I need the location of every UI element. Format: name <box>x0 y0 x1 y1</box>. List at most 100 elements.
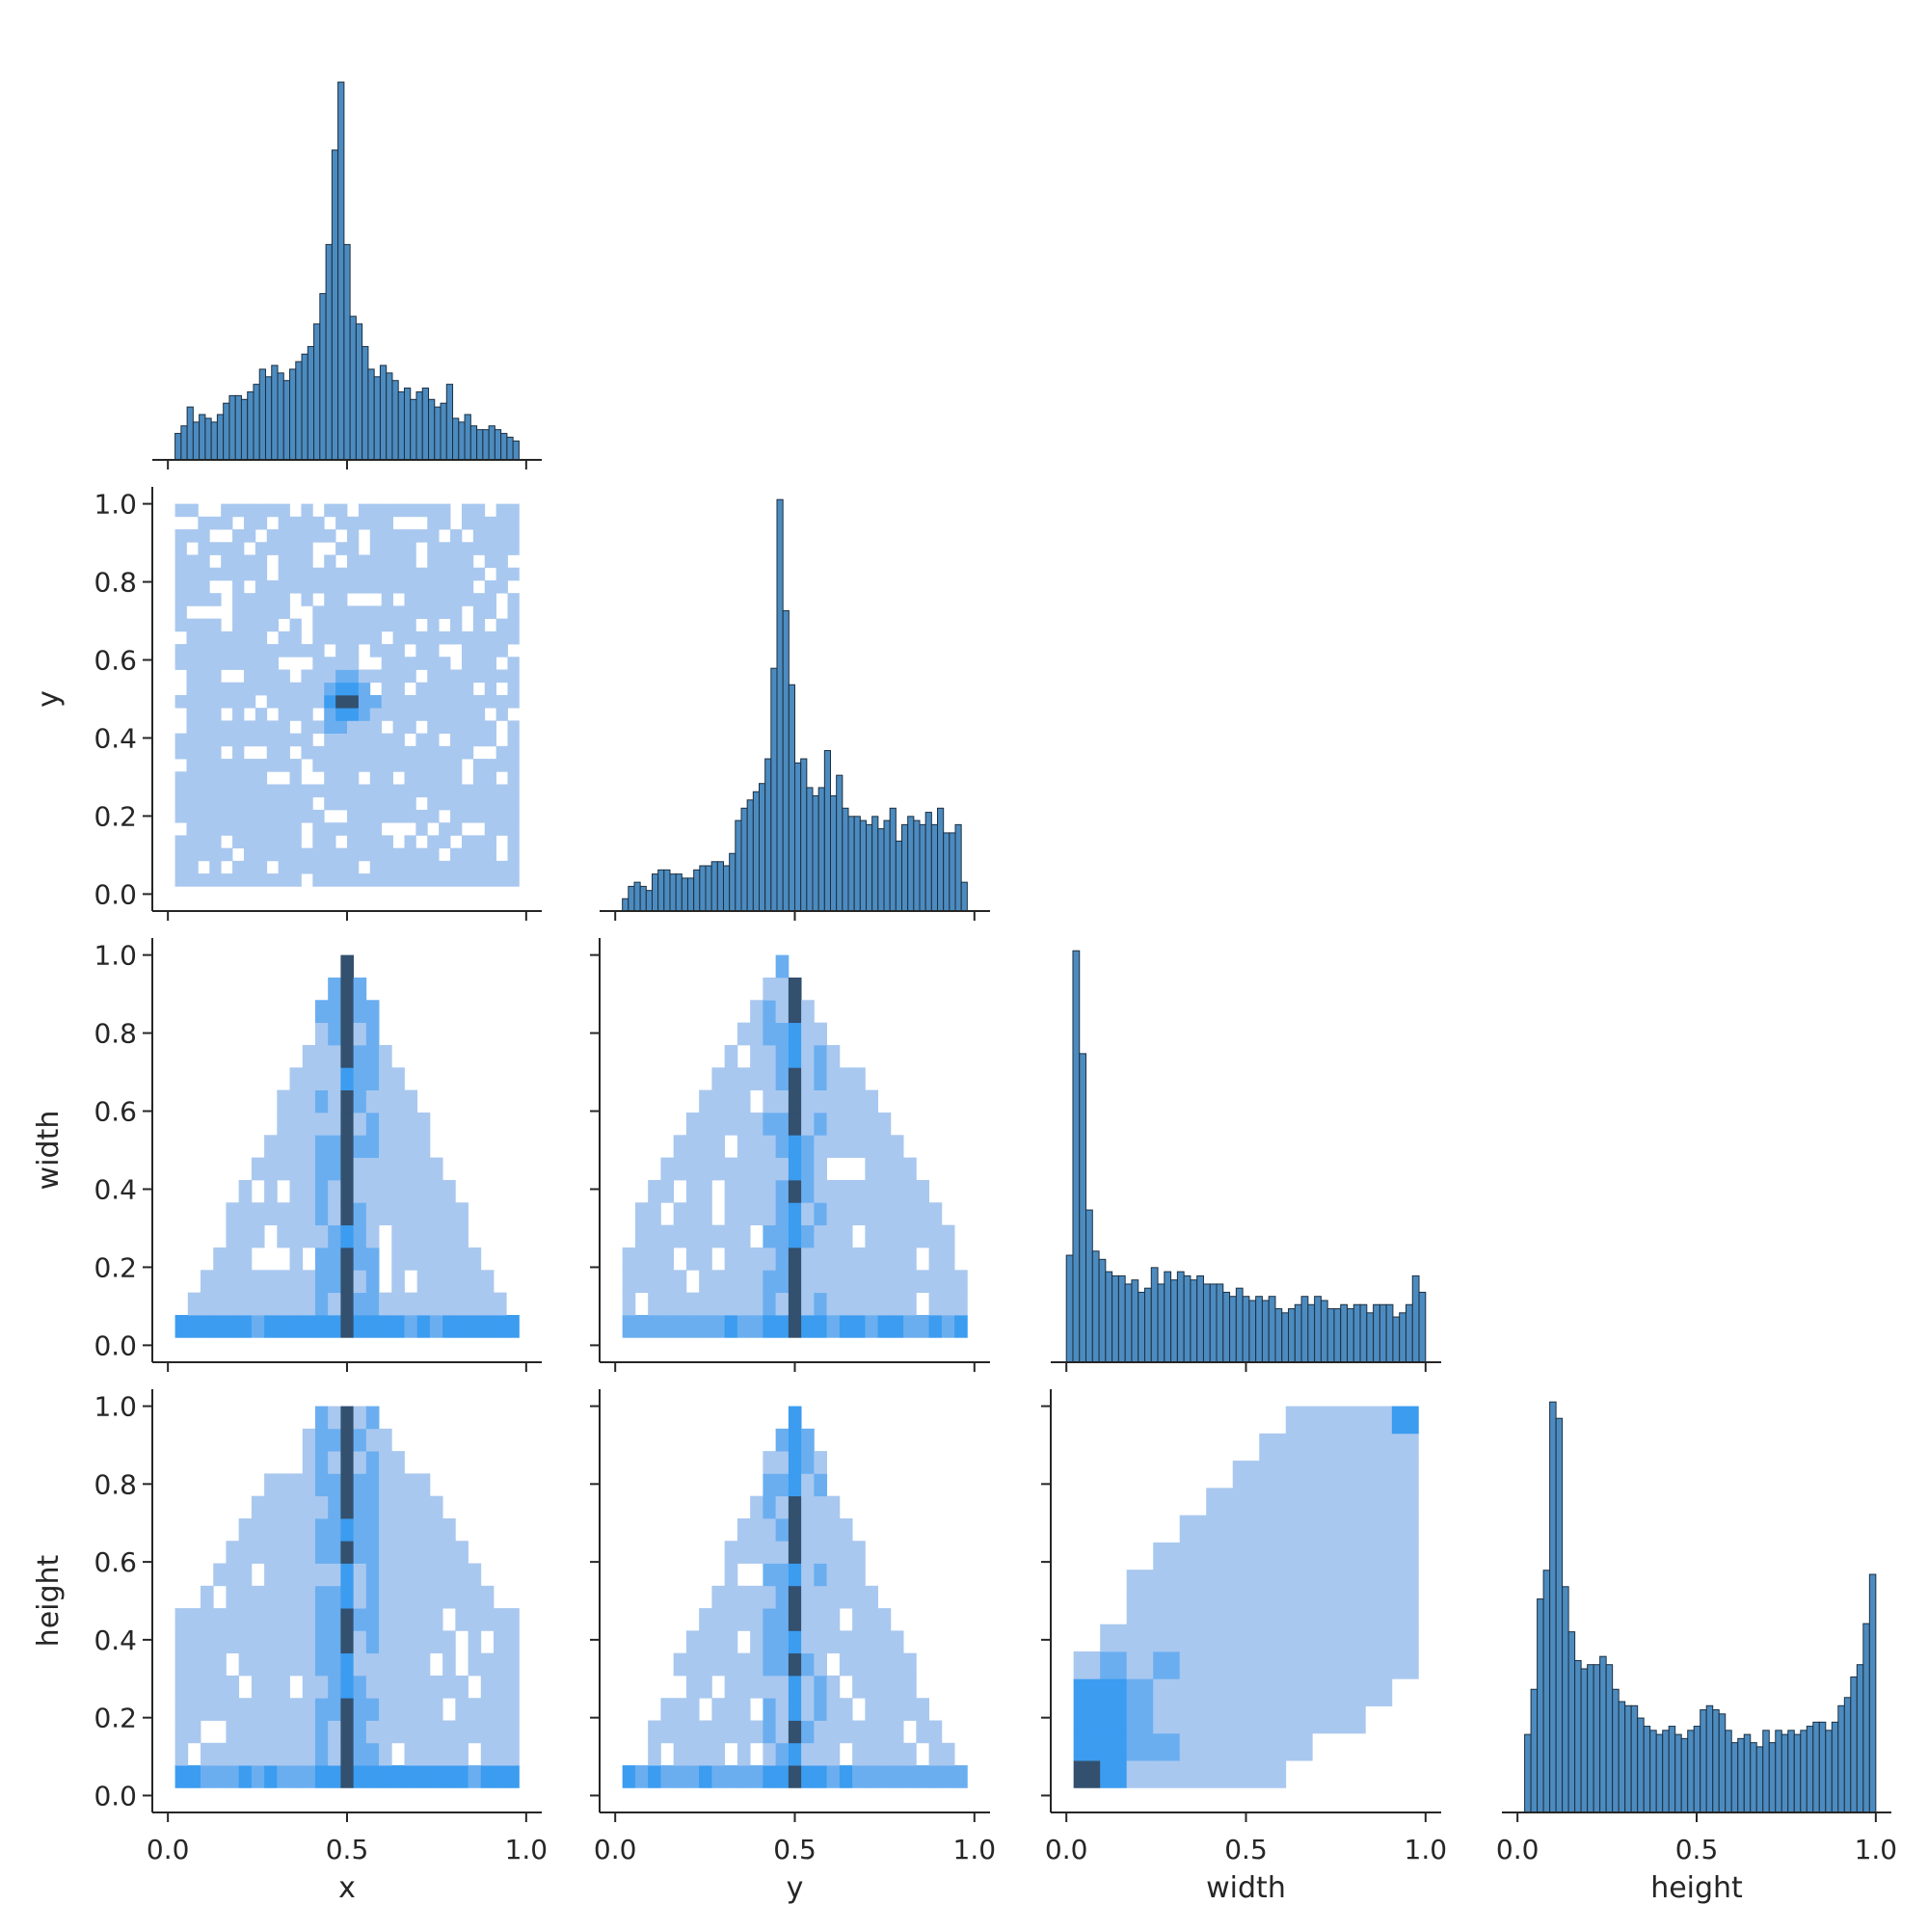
heatmap-x-y-cell <box>381 503 393 518</box>
heatmap-x-y-cell <box>381 694 393 709</box>
heatmap-y-height-cell <box>801 1608 815 1631</box>
heatmap-x-height-cell <box>416 1585 431 1609</box>
heatmap-x-height-cell <box>480 1765 495 1788</box>
heatmap-width-height-cell <box>1100 1678 1128 1706</box>
heatmap-x-y-cell <box>266 694 280 709</box>
heatmap-x-y-cell <box>439 796 451 811</box>
heatmap-y-width-cell <box>750 1314 763 1338</box>
heatmap-x-y-cell <box>381 745 393 760</box>
heatmap-width-height-cell <box>1179 1651 1207 1679</box>
heatmap-x-height-cell <box>455 1675 469 1699</box>
heatmap-x-y-cell <box>415 860 428 874</box>
heatmap-y-width-cell <box>775 1179 790 1203</box>
heatmap-x-width-cell <box>365 1179 380 1203</box>
heatmap-y-height-cell <box>788 1563 802 1587</box>
heatmap-y-width-cell <box>890 1135 904 1159</box>
heatmap-x-width-cell <box>404 1292 418 1316</box>
heatmap-x-width-cell <box>314 1314 329 1338</box>
histogram-y-bar <box>866 823 873 912</box>
heatmap-x-y-cell <box>369 567 383 581</box>
heatmap-y-width-cell <box>814 1089 828 1114</box>
heatmap-x-y-cell <box>209 567 222 581</box>
heatmap-y-height-cell <box>877 1720 892 1744</box>
histogram-height-bar <box>1618 1701 1626 1813</box>
histogram-height-bar <box>1542 1570 1551 1813</box>
heatmap-x-y-cell <box>335 759 348 772</box>
heatmap-y-width-cell <box>877 1157 892 1181</box>
heatmap-x-height-cell <box>238 1608 253 1631</box>
heatmap-x-height-cell <box>264 1563 278 1587</box>
heatmap-x-y-cell <box>495 567 508 581</box>
heatmap-y-width-cell <box>648 1224 661 1248</box>
heatmap-width-height-cell <box>1365 1461 1393 1489</box>
heatmap-x-width-cell <box>264 1314 278 1338</box>
histogram-x-bar <box>186 406 194 461</box>
heatmap-x-y-cell <box>209 809 222 823</box>
heatmap-x-y-cell <box>369 579 383 594</box>
heatmap-y-height-cell <box>736 1541 751 1564</box>
histogram-x-bar <box>282 380 291 461</box>
heatmap-y-width-cell <box>852 1314 866 1338</box>
heatmap-y-height-cell <box>763 1630 777 1654</box>
heatmap-x-width-cell <box>328 1067 341 1091</box>
heatmap-width-height-cell <box>1232 1461 1260 1489</box>
heatmap-y-width-cell <box>941 1270 955 1294</box>
heatmap-y-width-cell <box>788 1247 802 1271</box>
heatmap-y-width-cell <box>724 1089 738 1114</box>
heatmap-x-y-cell <box>381 708 393 721</box>
heatmap-x-height-cell <box>251 1495 265 1519</box>
heatmap-x-height-cell <box>328 1541 341 1564</box>
heatmap-y-height-cell <box>711 1742 726 1766</box>
heatmap-x-y-cell <box>324 796 336 811</box>
heatmap-y-width-cell <box>750 1044 763 1068</box>
heatmap-x-height-cell <box>302 1652 316 1677</box>
heatmap-x-width-cell <box>391 1089 405 1114</box>
heatmap-y-width-cell <box>724 1314 738 1338</box>
heatmap-x-width-cell <box>277 1292 290 1316</box>
heatmap-y-height-cell <box>852 1652 866 1677</box>
heatmap-width-height-cell <box>1338 1705 1366 1734</box>
histogram-y-bar <box>842 807 849 912</box>
heatmap-y-width-cell <box>724 1157 738 1181</box>
heatmap-y-height-cell <box>852 1630 866 1654</box>
heatmap-y-width-cell <box>685 1135 700 1159</box>
histogram-y-bar <box>716 861 725 912</box>
y-tick-label: 0.4 <box>94 1173 137 1205</box>
heatmap-y-width-cell <box>711 1135 726 1159</box>
heatmap-x-y-cell <box>358 516 371 530</box>
heatmap-y-height-cell <box>763 1742 777 1766</box>
heatmap-x-height-cell <box>404 1517 418 1542</box>
histogram-y-bar <box>639 885 647 912</box>
heatmap-width-height-cell <box>1312 1651 1340 1679</box>
heatmap-x-width-cell <box>353 1270 367 1294</box>
histogram-width-bar <box>1091 1250 1100 1363</box>
heatmap-x-y-cell <box>439 708 451 721</box>
heatmap-x-height-cell <box>353 1630 367 1654</box>
heatmap-x-width-cell <box>314 1067 329 1091</box>
heatmap-x-width-cell <box>416 1270 431 1294</box>
heatmap-x-y-cell <box>369 720 383 735</box>
heatmap-width-height-cell <box>1206 1760 1234 1788</box>
heatmap-x-y-cell <box>312 809 325 823</box>
heatmap-x-y-cell <box>415 873 428 887</box>
heatmap-x-height-cell <box>379 1652 392 1677</box>
heatmap-x-height-cell <box>340 1406 355 1430</box>
heatmap-x-y-cell <box>461 745 474 760</box>
heatmap-x-y-cell <box>404 529 416 543</box>
heatmap-y-width-cell <box>826 1089 841 1114</box>
heatmap-x-y-cell <box>347 694 360 709</box>
histogram-y-bar <box>853 816 861 912</box>
heatmap-y-width-cell <box>814 1135 828 1159</box>
heatmap-y-width-cell <box>634 1247 649 1271</box>
heatmap-x-height-cell <box>277 1742 290 1766</box>
heatmap-x-y-cell <box>209 694 222 709</box>
heatmap-x-height-cell <box>442 1652 456 1677</box>
heatmap-x-y-cell <box>254 579 268 594</box>
heatmap-x-height-cell <box>404 1630 418 1654</box>
heatmap-width-height-cell <box>1100 1732 1128 1761</box>
heatmap-y-width-cell <box>763 1000 777 1024</box>
heatmap-width-height-cell <box>1365 1678 1393 1706</box>
heatmap-x-y-cell <box>186 733 199 747</box>
heatmap-x-height-cell <box>289 1563 304 1587</box>
heatmap-y-height-cell <box>890 1742 904 1766</box>
